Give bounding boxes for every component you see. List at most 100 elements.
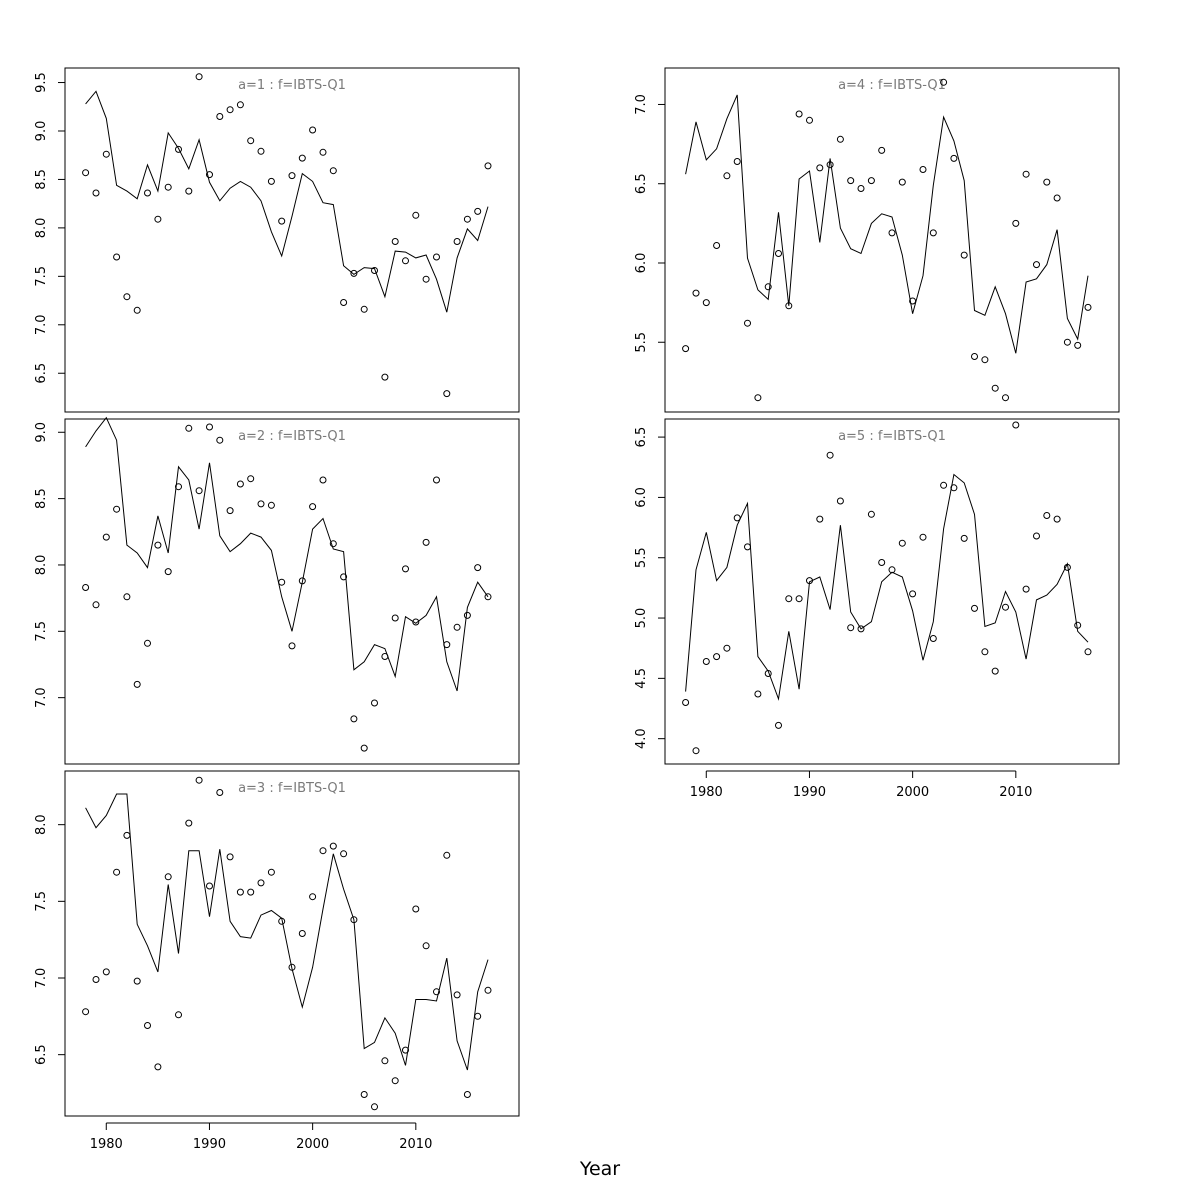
panel-1-observed-point: [319, 148, 327, 156]
panel-4-observed-point: [857, 185, 865, 192]
panel-4-observed-point: [940, 78, 948, 86]
panel-2-fitted-line: [85, 416, 489, 692]
panel-1-observed-point: [164, 183, 172, 191]
panel-4-observed-point: [713, 242, 721, 249]
panel-2-observed-point: [463, 611, 471, 619]
panel-4-y-tick-label: 7.0: [634, 94, 649, 115]
panel-1-observed-point: [113, 253, 121, 261]
panel-2-observed-point: [391, 614, 399, 622]
panel-2-observed-point: [82, 584, 90, 591]
panel-4-observed-point: [1043, 178, 1051, 186]
panel-3-observed-point: [371, 1103, 378, 1111]
panel-4-observed-point: [733, 158, 741, 165]
panel-2-observed-point: [319, 476, 327, 484]
panel-1-observed-point: [123, 293, 131, 301]
panel-5-observed-point: [981, 648, 989, 656]
panel-5-observed-point: [1002, 603, 1009, 611]
panel-4-observed-point: [754, 394, 762, 402]
panel-2-y-tick-label: 7.5: [34, 621, 49, 642]
panel-4: a=4 : f=IBTS-Q1 5.5 6.0 6.5 7.0: [634, 67, 1120, 413]
panel-4-observed-point: [682, 345, 690, 353]
panel-5-observed-point: [991, 667, 999, 675]
panel-5-observed-point: [929, 635, 937, 642]
panel-5-observed-point: [867, 510, 875, 518]
panel-3-observed-point: [92, 976, 100, 983]
panel-4-observed-point: [878, 146, 886, 154]
panel-1-observed-point: [381, 373, 389, 381]
panel-4-observed-point: [764, 283, 772, 291]
panel-3: a=3 : f=IBTS-Q1 6.5 7.0 7.5 8.0 1980 1990 2000 2…: [34, 770, 520, 1152]
panel-4-observed-point: [929, 229, 937, 237]
panel-1-observed-point: [350, 269, 358, 277]
panel-1-observed-point: [402, 257, 409, 265]
panel-1-y-tick-label: 6.5: [34, 363, 49, 384]
panel-3-observed-point: [340, 850, 348, 858]
panel-1-observed-point: [298, 154, 306, 162]
panel-1-observed-point: [443, 390, 451, 398]
panel-3-observed-point: [484, 986, 492, 994]
panel-2-observed-point: [484, 593, 492, 601]
panel-2-observed-point: [247, 475, 255, 483]
panel-2-y-tick-label: 9.0: [34, 422, 49, 443]
panel-2-observed-point: [371, 699, 378, 707]
panel-2-observed-point: [329, 540, 337, 548]
panel-5-observed-point: [898, 539, 906, 547]
panel-4-title: a=4 : f=IBTS-Q1: [838, 78, 946, 93]
panel-3-observed-point: [329, 842, 337, 850]
panel-4-observed-point: [806, 116, 813, 124]
panel-5-observed-point: [754, 690, 762, 698]
panel-4-observed-point: [991, 384, 999, 392]
panel-2-observed-point: [453, 623, 461, 631]
panel-4-y-tick-label: 6.0: [634, 253, 649, 274]
panel-3-observed-point: [236, 888, 244, 896]
panel-3-observed-point: [102, 968, 110, 976]
panel-4-observed-point: [1074, 341, 1082, 349]
panel-2-observed-point: [102, 533, 110, 541]
panel-3-observed-point: [164, 873, 172, 881]
panel-1-observed-point: [267, 177, 275, 185]
panel-3-observed-point: [206, 882, 213, 890]
panel-1-frame: [64, 67, 520, 413]
x-axis-label: Year: [579, 1158, 621, 1180]
panel-4-observed-point: [1002, 394, 1009, 402]
panel-1-observed-point: [340, 299, 348, 306]
panel-4-y-tick-label: 5.5: [634, 332, 649, 353]
panel-2-observed-point: [133, 680, 141, 688]
panel-2-observed-point: [144, 639, 151, 647]
panel-4-observed-point: [981, 356, 989, 364]
panel-5-observed-point: [940, 481, 948, 489]
panel-3-observed-point: [433, 988, 440, 996]
panel-4-observed-point: [888, 229, 896, 237]
panel-3-y-tick-label: 8.0: [34, 814, 49, 835]
panel-5-observed-point: [878, 559, 886, 566]
panel-1-observed-point: [82, 169, 90, 177]
panel-1-observed-point: [422, 275, 430, 283]
panel-3-observed-point: [185, 819, 193, 827]
panel-3-frame: [64, 770, 520, 1117]
panel-5-y-tick-label: 5.5: [634, 547, 649, 568]
panel-2-observed-point: [340, 573, 348, 581]
panel-1-observed-point: [360, 305, 368, 313]
panel-3-observed-point: [463, 1091, 471, 1098]
panel-2-observed-point: [474, 564, 482, 572]
panel-5-observed-point: [857, 625, 865, 633]
panel-3-fitted-line: [85, 793, 489, 1071]
panel-4-observed-point: [836, 135, 844, 143]
panel-3-observed-point: [309, 893, 317, 901]
panel-1: a=1 : f=IBTS-Q1 6.5 7.0 7.5 8.0 8.5 9.0 9.5: [34, 67, 520, 413]
panel-3-observed-point: [391, 1077, 399, 1085]
panel-5-observed-point: [702, 658, 710, 665]
panel-5-x-tick-label: 2000: [896, 785, 929, 800]
panel-2-observed-point: [113, 505, 121, 513]
panel-2-observed-point: [154, 541, 162, 549]
panel-2-observed-point: [123, 593, 131, 601]
panel-1-y-tick-label: 7.5: [34, 266, 49, 287]
panel-2-observed-point: [216, 436, 224, 444]
panel-5-observed-point: [847, 624, 855, 632]
panel-1-observed-point: [453, 238, 461, 245]
panel-4-observed-point: [919, 166, 927, 173]
panel-2-observed-point: [402, 565, 409, 573]
panel-5-observed-point: [919, 533, 927, 541]
